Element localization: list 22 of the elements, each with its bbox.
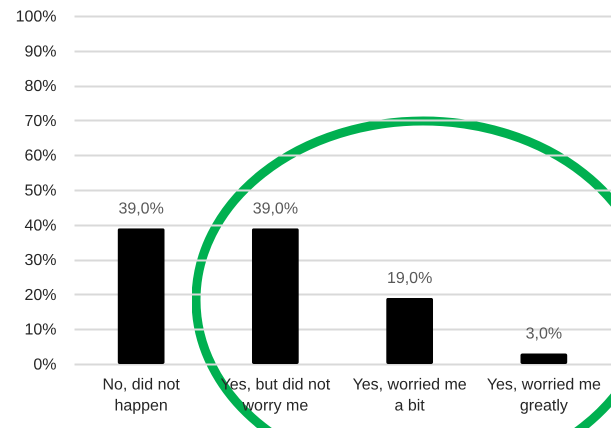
bar: [118, 228, 165, 364]
data-label: 39,0%: [252, 200, 298, 218]
x-tick-label: No, did not happen: [102, 376, 180, 414]
bar: [252, 228, 299, 364]
y-tick-label: 100%: [16, 8, 56, 26]
y-tick-label: 80%: [24, 78, 56, 96]
y-tick-label: 60%: [24, 148, 56, 165]
data-label: 3,0%: [526, 326, 562, 343]
y-tick-label: 40%: [24, 217, 56, 234]
bar: [386, 298, 434, 364]
x-tick-label: Yes, worried me a bit: [352, 376, 467, 414]
y-tick-label: 10%: [24, 322, 56, 339]
data-label: 19,0%: [386, 270, 432, 287]
bar: [520, 354, 568, 364]
y-tick-label: 50%: [24, 182, 56, 200]
y-tick-label: 70%: [24, 112, 56, 130]
y-tick-label: 90%: [24, 43, 56, 60]
data-label: 39,0%: [118, 200, 164, 218]
y-tick-label: 20%: [24, 286, 56, 304]
y-tick-label: 30%: [24, 252, 56, 270]
x-tick-label: Yes, worried me greatly: [486, 376, 602, 414]
y-tick-label: 0%: [33, 356, 56, 374]
